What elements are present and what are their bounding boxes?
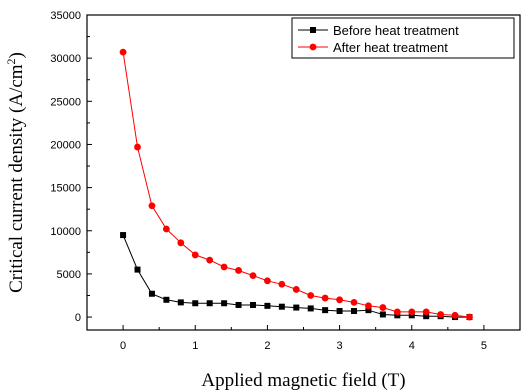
y-axis-title: Critical current density (A/cm2) [4, 52, 27, 293]
data-point [379, 304, 387, 311]
data-point [177, 239, 185, 247]
data-point [206, 256, 214, 264]
data-point [322, 307, 329, 314]
legend-label: Before heat treatment [333, 23, 459, 38]
y-axis-title-main: Critical current density (A/cm [6, 64, 27, 293]
data-point [221, 300, 228, 307]
data-point [365, 307, 372, 314]
data-point [408, 312, 415, 319]
data-point [451, 311, 459, 319]
data-point [235, 267, 242, 274]
series-line [122, 52, 470, 318]
series-after [119, 48, 473, 321]
y-tick-label: 15000 [50, 183, 81, 195]
data-point [278, 303, 285, 310]
legend-marker [309, 43, 317, 51]
data-point [249, 301, 256, 308]
x-tick-label: 1 [192, 340, 198, 352]
data-point [177, 299, 184, 306]
x-tick-label: 0 [120, 340, 126, 352]
y-tick-label: 35000 [50, 10, 81, 22]
data-point [162, 225, 170, 233]
y-tick-label: 5000 [57, 269, 81, 281]
data-point [134, 143, 141, 151]
data-point [307, 305, 314, 312]
x-tick-label: 4 [409, 340, 415, 352]
data-point [351, 308, 358, 315]
data-point [423, 313, 430, 320]
data-point [278, 280, 286, 288]
data-point [336, 296, 343, 304]
data-point [249, 272, 257, 280]
data-point [336, 308, 343, 315]
data-point [293, 304, 300, 311]
data-point [321, 294, 329, 302]
y-tick-label: 20000 [50, 139, 81, 151]
data-point [148, 290, 155, 297]
data-point [264, 302, 271, 309]
data-point [437, 311, 445, 318]
data-point [365, 302, 372, 310]
data-point [120, 232, 127, 239]
data-point [466, 313, 473, 321]
data-point [264, 277, 271, 285]
legend-marker [310, 27, 316, 33]
legend-label: After heat treatment [333, 40, 448, 55]
y-tick-label: 25000 [50, 96, 81, 108]
legend: Before heat treatment After heat treatmen… [291, 17, 515, 59]
data-point [379, 311, 386, 318]
axes: 0 1 2 3 4 5 0 5000 10000 15000 20000 25000 30000 3500… [50, 10, 521, 352]
data-point [148, 202, 156, 210]
data-point [235, 301, 242, 308]
data-point [163, 296, 170, 303]
data-point [220, 263, 228, 271]
legend-box [291, 17, 515, 59]
y-tick-label: 0 [75, 312, 81, 324]
data-point [393, 308, 401, 316]
data-point [206, 300, 213, 307]
data-point [394, 312, 401, 319]
data-point [119, 48, 127, 56]
series-before [120, 232, 473, 321]
x-tick-label: 2 [264, 340, 270, 352]
x-tick-label: 5 [481, 340, 487, 352]
series-layer [119, 48, 473, 321]
data-point [191, 251, 199, 259]
data-point [350, 298, 358, 306]
x-tick-label: 3 [337, 340, 343, 352]
data-point [192, 300, 199, 307]
data-point [422, 308, 430, 316]
data-point [307, 292, 315, 299]
plot-frame [86, 14, 521, 331]
y-axis-title-close: ) [6, 52, 27, 58]
data-point [408, 308, 416, 316]
x-axis-title: Applied magnetic field (T) [201, 370, 405, 391]
data-point [134, 266, 141, 273]
y-tick-label: 10000 [50, 226, 81, 238]
y-tick-label: 30000 [50, 53, 81, 65]
y-axis-title-superscript: 2 [4, 58, 18, 64]
data-point [292, 286, 300, 293]
